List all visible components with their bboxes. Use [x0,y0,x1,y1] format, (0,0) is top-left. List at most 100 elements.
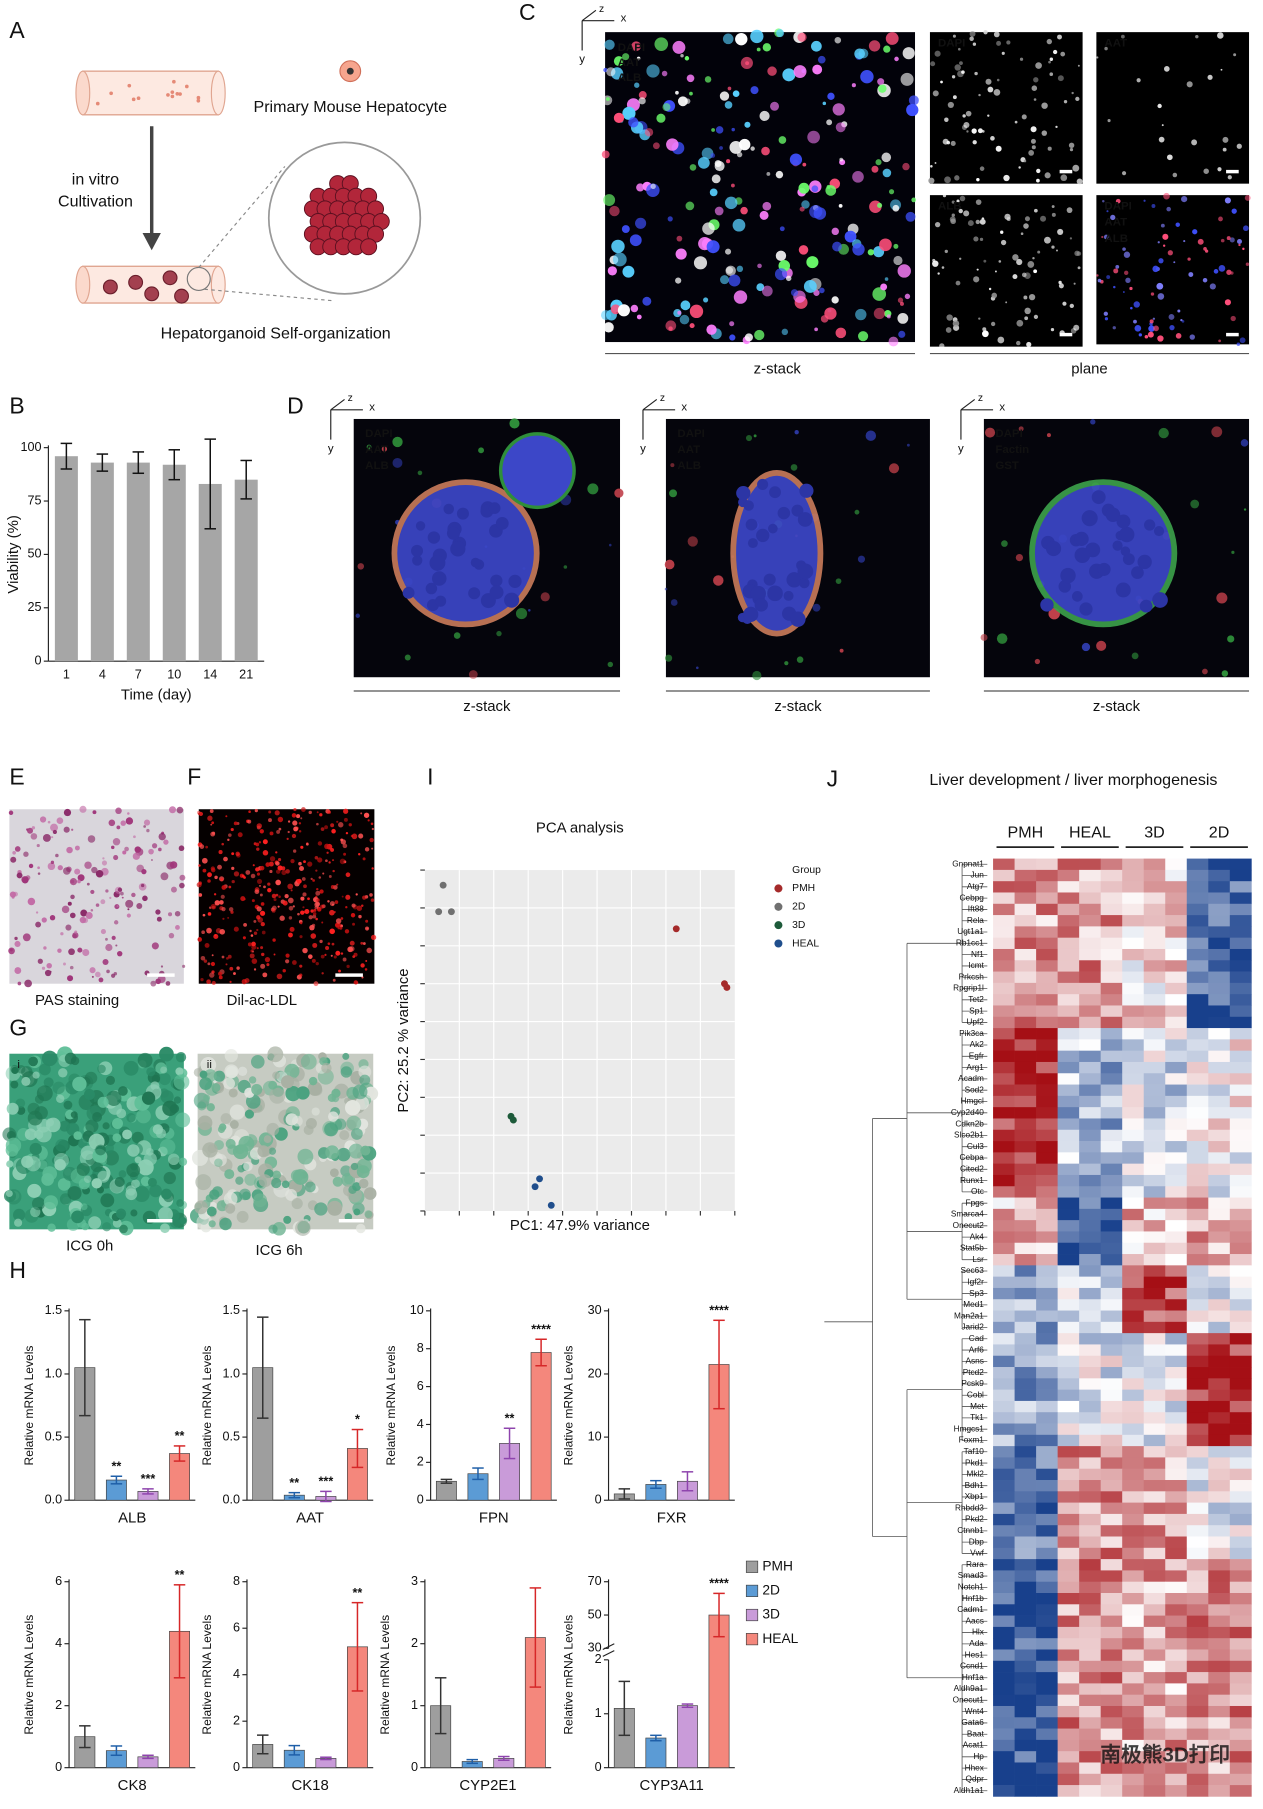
micrograph-speck [65,924,72,931]
micrograph-speck [235,851,240,857]
micrograph-speck [732,218,746,232]
nucleus [1139,599,1153,613]
heatmap-cell [1079,1728,1102,1741]
micrograph-speck [612,252,627,267]
micrograph-speck [103,1150,119,1166]
micrograph-speck [336,1147,351,1162]
micrograph-speck [320,954,325,959]
micrograph-speck [224,1169,235,1180]
y-tick-label: 70 [588,1574,602,1588]
micrograph-speck [664,587,668,591]
micrograph-speck [827,92,835,100]
micrograph-speck [259,884,261,887]
legend-label: HEAL [792,938,819,949]
micrograph-speck [158,847,162,852]
heatmap-cell [1036,1480,1058,1492]
heatmap-cell [1208,1174,1231,1187]
heatmap-cell [1208,1717,1231,1729]
heatmap-cell [993,1107,1015,1119]
micrograph-speck [211,821,215,825]
heatmap-cell [1143,1186,1166,1198]
heatmap-cell [1165,1660,1188,1673]
micrograph-speck [326,851,329,854]
micrograph-speck [160,1066,168,1074]
micrograph-speck [301,807,306,812]
micrograph-speck [1233,53,1237,57]
heatmap-cell [1036,1016,1058,1029]
heatmap-cell [1165,1107,1188,1119]
micrograph-speck [298,830,302,833]
gene-label: Acat1 [963,1741,985,1750]
micrograph-speck [105,1075,116,1085]
micrograph-speck [661,70,668,77]
micrograph-speck [1197,238,1204,245]
heatmap-cell [1057,1174,1080,1187]
heatmap-cell [1208,1344,1231,1357]
micrograph-speck [782,68,796,82]
heatmap-cell [1079,1570,1102,1583]
micrograph-speck [1129,286,1133,291]
micrograph-speck [652,142,660,150]
micrograph-speck [528,609,531,612]
micrograph-speck [942,194,947,198]
heatmap-cell [1143,937,1166,950]
micrograph-speck [756,47,761,52]
heatmap-cell [1229,1073,1252,1085]
heatmap-cell [1122,858,1145,871]
heatmap-cell [1100,982,1123,995]
micrograph-speck [360,812,363,815]
micrograph-speck [1216,592,1228,604]
micrograph-speck [173,1074,190,1090]
heatmap-cell [1186,1016,1209,1029]
micrograph-speck [82,949,90,957]
heatmap-cell [1100,1615,1123,1628]
heatmap-cell [1186,1491,1209,1503]
micrograph-speck [835,578,842,584]
significance: *** [141,1472,156,1486]
heatmap-cell [1014,1739,1037,1752]
heatmap-cell [1036,1581,1058,1594]
micrograph-speck [1158,136,1165,143]
micrograph-speck [988,287,992,291]
micrograph-speck [221,907,226,912]
micrograph-speck [1121,34,1125,39]
bar [530,1352,552,1501]
heatmap-cell [1229,915,1252,927]
heatmap-cell [1079,1276,1102,1289]
micrograph-speck [275,851,278,854]
micrograph-speck [363,1187,377,1200]
micrograph-speck [744,121,751,128]
micrograph-speck [258,1174,272,1188]
heatmap-cell [1079,1152,1102,1164]
nucleus [415,521,426,531]
nucleus [1137,554,1152,570]
heatmap-cell [1057,1084,1080,1097]
heatmap-cell [1229,892,1252,905]
micrograph-speck [1188,272,1194,277]
micrograph-speck [243,876,246,879]
micrograph-speck [1034,208,1038,213]
micrograph-speck [295,1220,311,1236]
micrograph-speck [364,1210,373,1219]
micrograph-speck [21,1076,31,1087]
heatmap-cell [1143,1016,1166,1029]
micrograph-speck [314,856,319,860]
micrograph-speck [770,101,780,111]
micrograph-speck [798,182,810,194]
micrograph-speck [299,973,303,977]
micrograph-speck [316,907,322,912]
heatmap-cell [993,1570,1015,1583]
micrograph-speck [563,565,568,569]
micrograph-speck [207,879,211,883]
heatmap-cell [1165,1457,1188,1470]
micrograph-speck [291,960,297,965]
heatmap-cell [1186,948,1209,961]
micrograph-speck [822,101,827,106]
heatmap-cell [1208,937,1231,950]
micrograph-speck [61,905,70,914]
micrograph-speck [299,921,303,925]
micrograph-speck [1055,125,1058,129]
heatmap-cell [1165,1626,1188,1639]
micrograph-speck [745,434,753,442]
micrograph-speck [1124,270,1129,276]
